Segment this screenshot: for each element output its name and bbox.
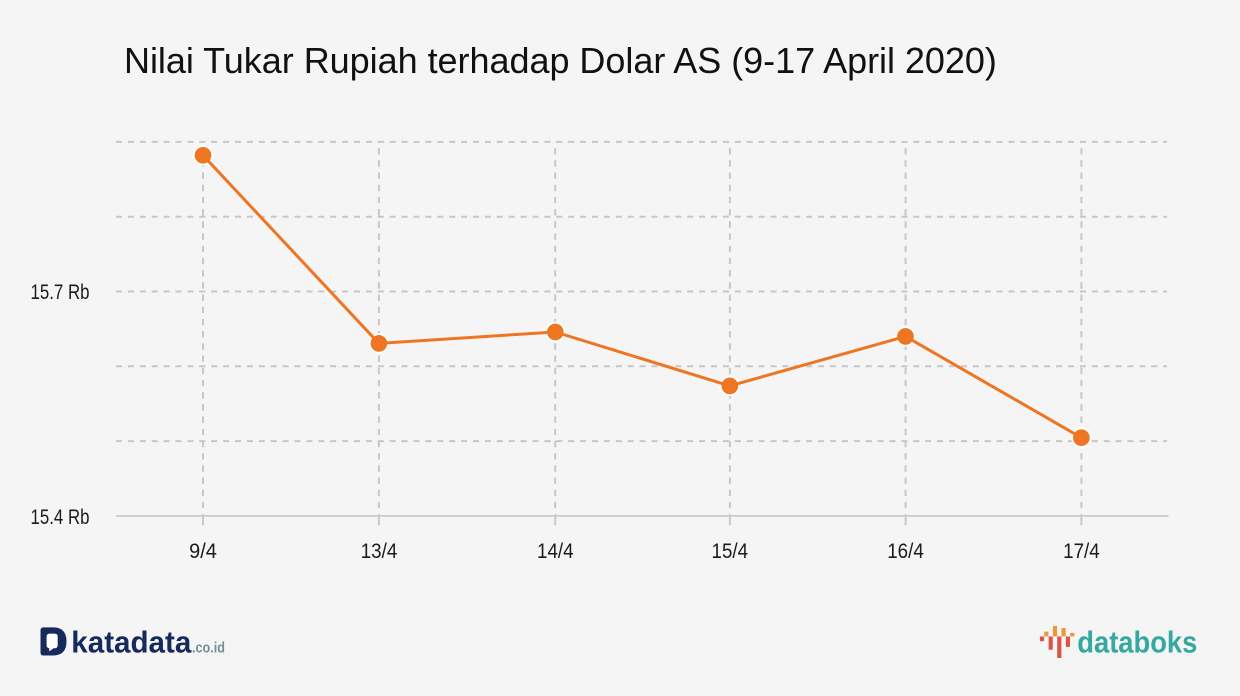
svg-text:15.7 Rb: 15.7 Rb	[31, 281, 90, 304]
svg-text:13/4: 13/4	[361, 540, 398, 563]
svg-text:17/4: 17/4	[1063, 540, 1100, 563]
svg-text:databoks: databoks	[1077, 625, 1197, 660]
svg-text:katadata: katadata	[71, 625, 192, 660]
svg-text:15/4: 15/4	[712, 540, 749, 563]
svg-text:14/4: 14/4	[537, 540, 574, 563]
svg-text:9/4: 9/4	[189, 540, 217, 563]
svg-text:16/4: 16/4	[887, 540, 924, 563]
svg-text:.co.id: .co.id	[192, 640, 225, 657]
svg-text:15.4 Rb: 15.4 Rb	[31, 506, 90, 529]
